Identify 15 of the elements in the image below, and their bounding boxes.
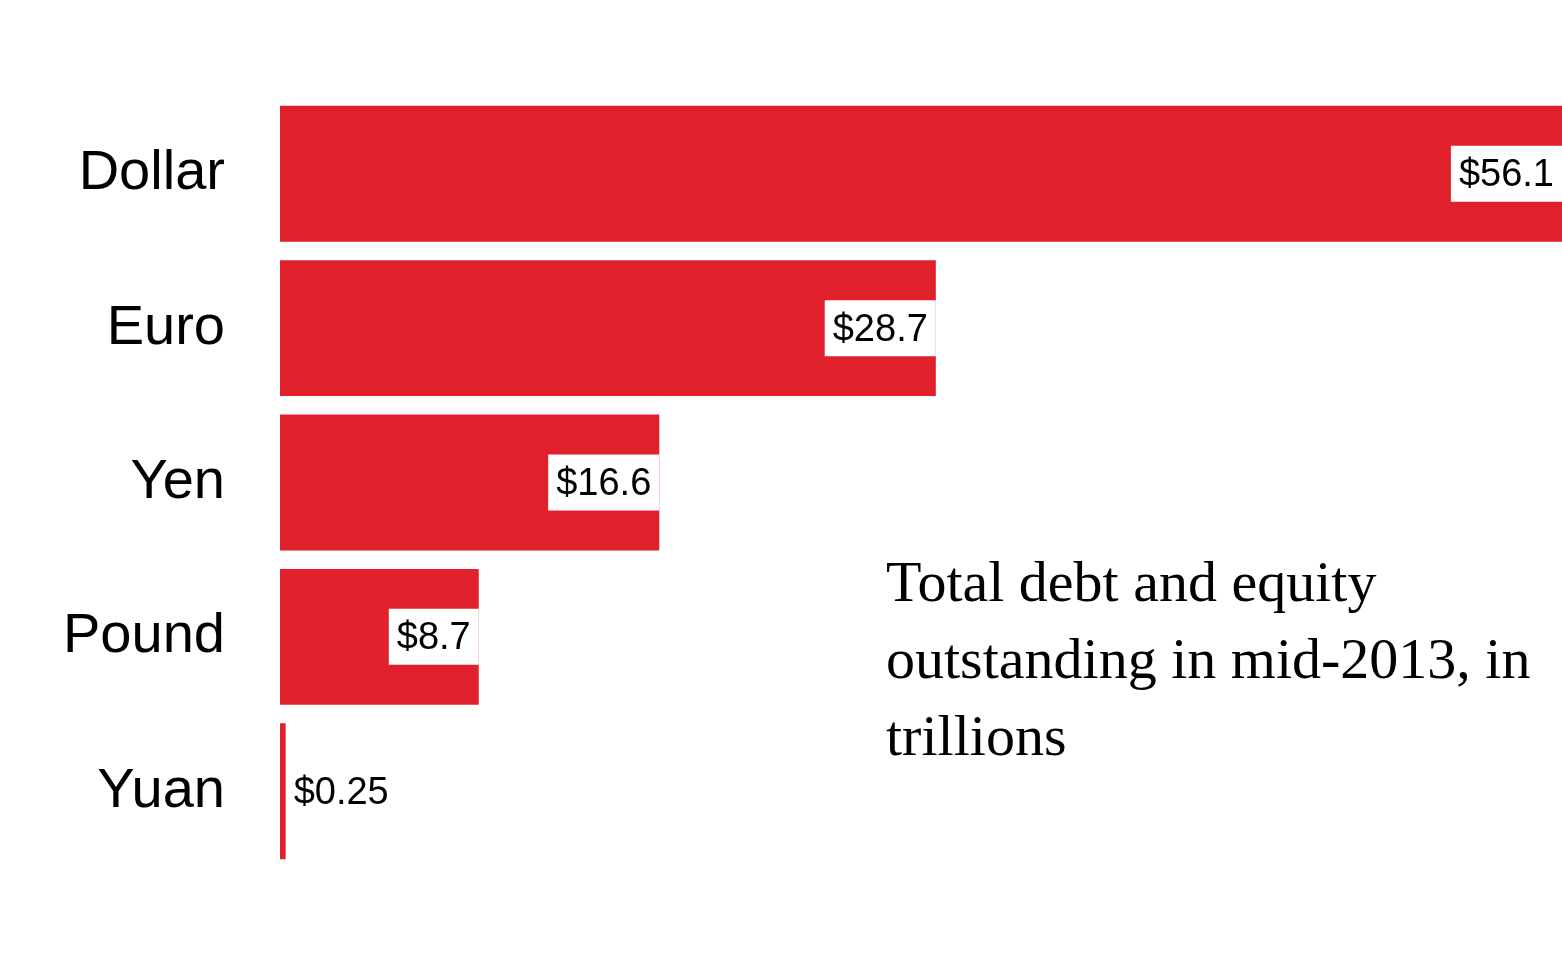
bar: [279, 105, 1562, 242]
data-label: $0.25: [293, 769, 389, 812]
data-label: $56.1: [1458, 152, 1554, 195]
text: Total debt and equity outstanding in mid-2013, in trillions: [886, 548, 1532, 770]
bar: [279, 260, 936, 397]
bar: [279, 723, 286, 860]
y-tick-label: Pound: [62, 601, 225, 665]
data-label: $16.6: [556, 460, 652, 503]
data-label: $8.7: [396, 615, 471, 658]
data-label: $28.7: [832, 306, 928, 349]
y-tick-label: Euro: [106, 292, 225, 356]
y-tick-label: Yuan: [97, 755, 225, 819]
bar: [279, 414, 660, 551]
y-tick-label: Dollar: [78, 138, 225, 202]
y-tick-label: Yen: [130, 446, 225, 510]
